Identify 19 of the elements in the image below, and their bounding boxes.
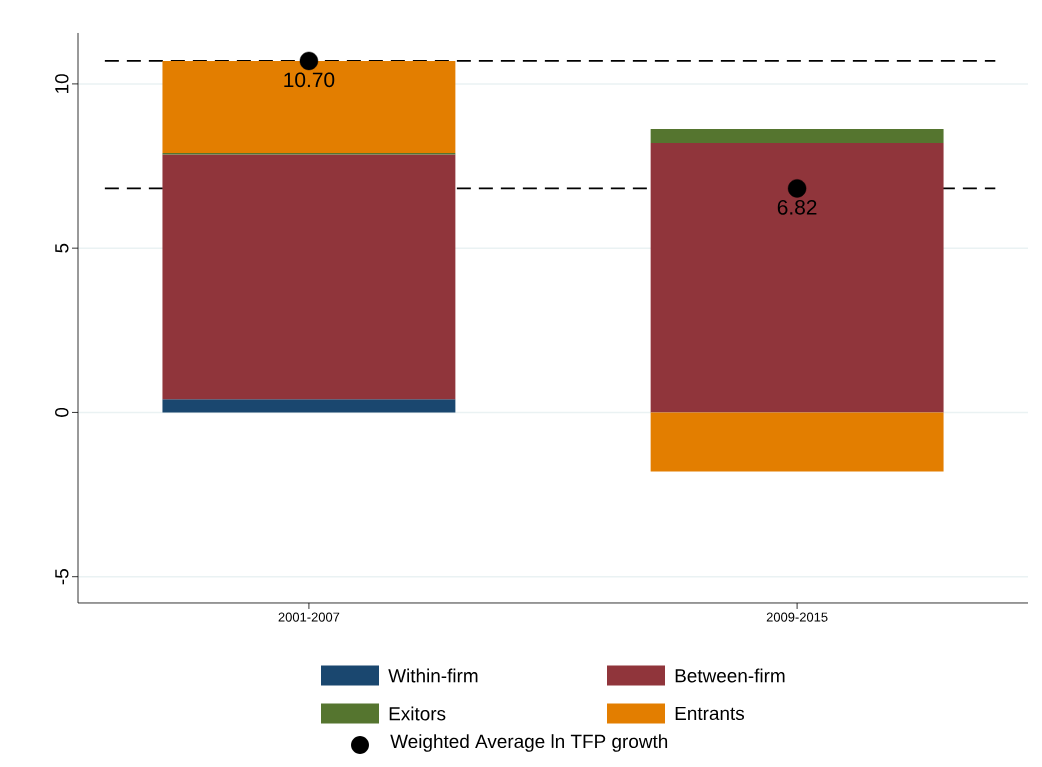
legend-label: Exitors — [389, 706, 446, 721]
x-tick-label: 2001-2007 — [278, 612, 340, 622]
y-tick-label: 5 — [55, 243, 69, 253]
bar — [162, 154, 456, 400]
y-tick-label: 0 — [55, 407, 69, 417]
x-tick-label: 2009-2015 — [766, 612, 828, 622]
legend-label: Within-firm — [388, 668, 478, 683]
bar — [650, 128, 944, 144]
legend-label: Between-firm — [675, 668, 785, 683]
y-tick-label: 10 — [55, 74, 69, 93]
data-label: 10.70 — [284, 72, 335, 88]
legend-label: Weighted Average ln TFP growth — [390, 734, 668, 752]
legend-label: Entrants — [675, 706, 745, 721]
bar — [650, 143, 944, 413]
bar — [162, 60, 456, 153]
data-label: 6.82 — [777, 199, 817, 215]
bar — [162, 399, 456, 413]
y-tick-label: -5 — [55, 569, 69, 585]
bar — [650, 412, 944, 472]
